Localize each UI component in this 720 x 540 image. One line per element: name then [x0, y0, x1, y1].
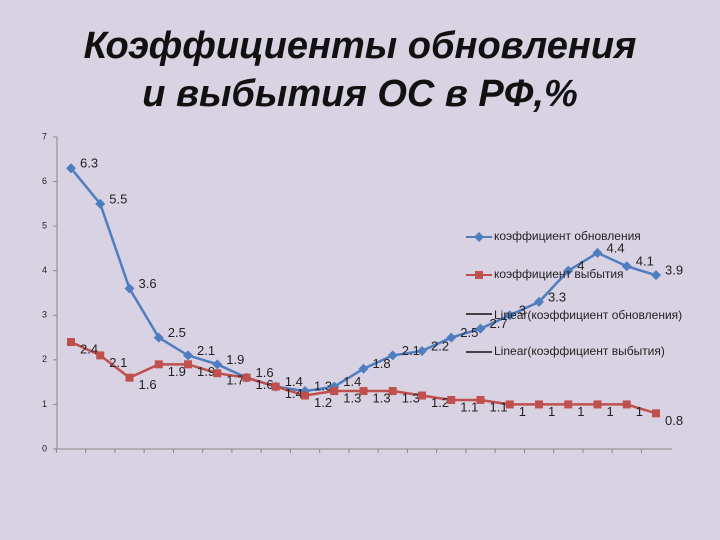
- marker: [359, 387, 368, 396]
- marker: [125, 373, 134, 382]
- data-label: 1.6: [256, 377, 274, 392]
- marker: [652, 409, 660, 418]
- data-label: 1.1: [490, 399, 508, 414]
- data-label: 4.1: [636, 254, 654, 269]
- marker: [358, 363, 369, 374]
- marker: [183, 350, 193, 361]
- marker: [592, 247, 603, 258]
- data-label: 3.3: [548, 289, 566, 304]
- data-label: 1.3: [402, 390, 420, 405]
- data-label: 2.5: [460, 325, 478, 340]
- marker: [301, 391, 309, 400]
- marker: [476, 395, 485, 404]
- y-tick-label: 0: [42, 443, 47, 453]
- data-label: 2.7: [490, 316, 508, 331]
- marker: [271, 382, 280, 391]
- marker: [475, 271, 483, 279]
- data-label: 3.9: [665, 263, 683, 278]
- data-label: 1.3: [314, 378, 332, 393]
- marker: [95, 198, 106, 209]
- y-tick-label: 2: [42, 354, 47, 364]
- data-label: 1: [519, 404, 526, 419]
- marker: [474, 232, 484, 242]
- y-tick-label: 3: [42, 310, 47, 320]
- marker: [622, 400, 631, 409]
- marker: [621, 261, 632, 272]
- marker: [593, 400, 602, 409]
- marker: [154, 360, 163, 369]
- data-label: 1: [577, 404, 584, 419]
- marker: [242, 373, 251, 382]
- data-label: 1.1: [460, 399, 478, 414]
- data-label: 1.4: [343, 374, 361, 389]
- marker: [153, 332, 164, 343]
- marker: [535, 400, 543, 409]
- data-label: 2.4: [80, 341, 98, 356]
- data-label: 1.2: [314, 395, 332, 410]
- data-label: 2.1: [109, 355, 127, 370]
- data-label: 5.5: [109, 191, 127, 206]
- data-label: 1.7: [226, 373, 244, 388]
- legend-label: Linear(коэффициент обновления): [494, 308, 682, 322]
- y-tick-label: 1: [42, 399, 47, 409]
- data-label: 0.8: [665, 413, 683, 428]
- data-label: 4.4: [607, 240, 625, 255]
- data-label: 1.4: [285, 386, 303, 401]
- legend-label: коэффициент обновления: [494, 229, 641, 243]
- marker: [447, 395, 456, 404]
- data-label: 1.9: [168, 364, 186, 379]
- marker: [446, 332, 457, 343]
- marker: [418, 391, 426, 400]
- y-tick-label: 5: [42, 221, 47, 231]
- data-label: 1.4: [285, 374, 303, 389]
- data-label: 1.3: [373, 390, 391, 405]
- marker: [651, 270, 661, 281]
- data-label: 1.9: [197, 364, 215, 379]
- data-label: 1.6: [256, 365, 274, 380]
- marker: [534, 296, 544, 307]
- marker: [184, 360, 192, 369]
- marker: [66, 163, 76, 174]
- chart-title: и выбытия ОС в РФ,%: [142, 73, 578, 115]
- data-label: 3: [519, 303, 526, 318]
- data-label: 2.1: [402, 343, 420, 358]
- marker: [213, 369, 222, 378]
- data-label: 1.6: [139, 377, 157, 392]
- data-label: 1: [607, 404, 614, 419]
- y-tick-label: 6: [42, 176, 47, 186]
- marker: [388, 387, 397, 396]
- marker: [212, 359, 223, 370]
- data-label: 1.8: [373, 356, 391, 371]
- data-label: 1: [548, 404, 555, 419]
- legend-label: Linear(коэффициент выбытия): [494, 344, 665, 358]
- data-label: 2.1: [197, 343, 215, 358]
- data-label: 4: [577, 258, 584, 273]
- y-tick-label: 7: [42, 131, 47, 141]
- marker: [564, 400, 573, 409]
- marker: [330, 387, 339, 396]
- data-label: 1.2: [431, 395, 449, 410]
- marker: [124, 283, 135, 294]
- legend-label: коэффициент выбытия: [494, 267, 624, 281]
- marker: [504, 310, 515, 321]
- marker: [387, 350, 398, 361]
- marker: [505, 400, 514, 409]
- data-label: 6.3: [80, 156, 98, 171]
- marker: [96, 351, 105, 360]
- chart-title: Коэффициенты обновления: [84, 25, 637, 67]
- data-label: 2.2: [431, 338, 449, 353]
- data-label: 1.3: [343, 390, 361, 405]
- data-label: 1.9: [226, 352, 244, 367]
- marker: [67, 338, 75, 347]
- marker: [475, 323, 486, 334]
- marker: [563, 265, 574, 276]
- data-label: 2.5: [168, 325, 186, 340]
- data-label: 3.6: [139, 276, 157, 291]
- marker: [417, 345, 427, 356]
- y-tick-label: 4: [42, 265, 47, 275]
- data-label: 1: [636, 404, 643, 419]
